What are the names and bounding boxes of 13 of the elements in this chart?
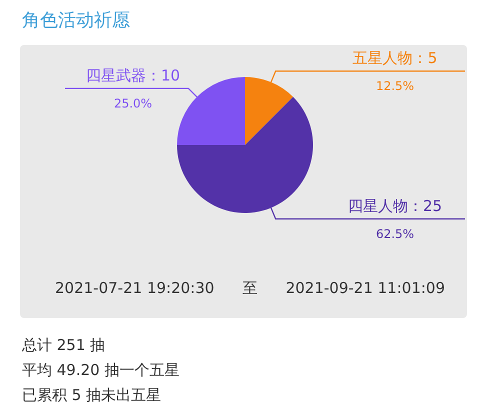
slice-label: 五星人物：5: [352, 49, 438, 68]
text: 平均 49.20 抽一个五星: [22, 361, 180, 379]
text: 2021-07-21 19:20:30: [55, 279, 214, 297]
text: 至: [242, 279, 258, 297]
chart-title: 角色活动祈愿: [22, 10, 130, 31]
slice-label: 四星人物：25: [348, 196, 442, 215]
data-label: 25.0%: [114, 96, 152, 110]
data-label: 12.5%: [376, 79, 414, 94]
text: 总计 251 抽: [21, 336, 106, 354]
slice-label: 四星武器：10: [86, 66, 180, 84]
text: 已累积 5 抽未出五星: [22, 386, 162, 404]
text: 2021-09-21 11:01:09: [286, 279, 445, 297]
data-label: 62.5%: [376, 226, 414, 241]
